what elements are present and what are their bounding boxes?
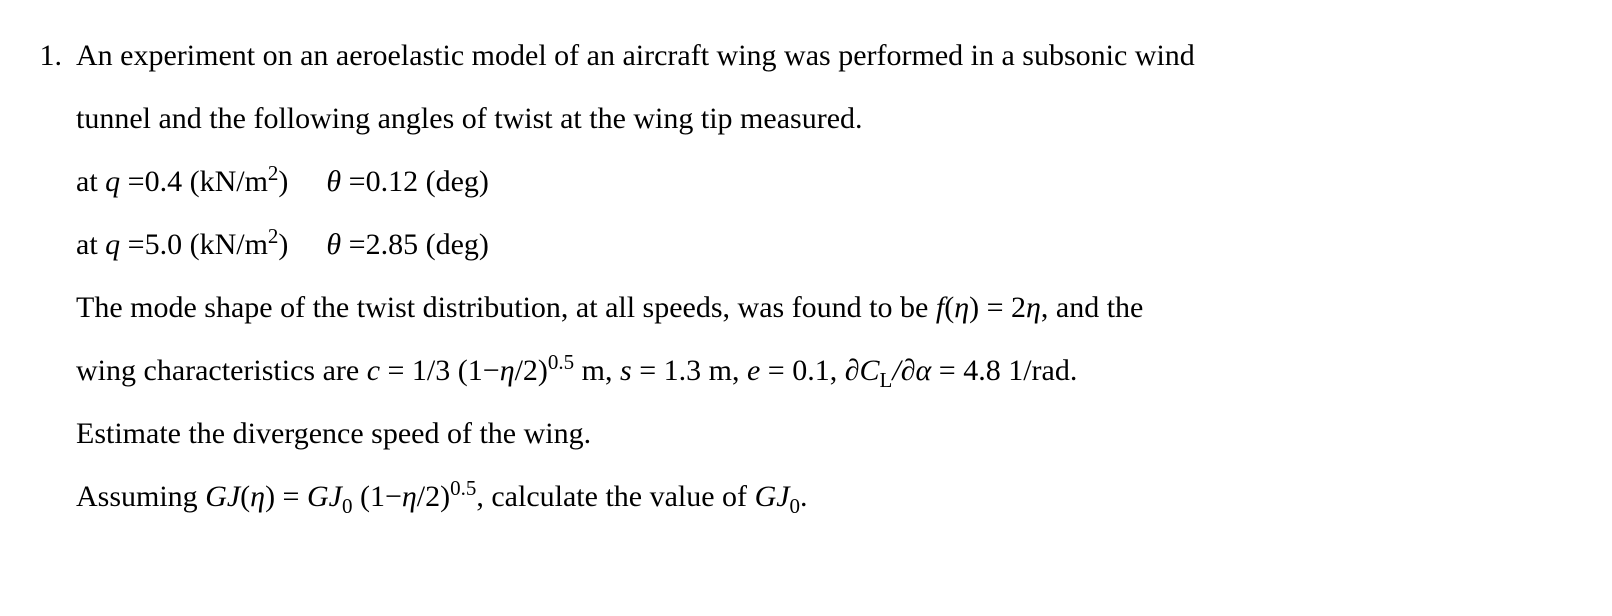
text: = 1.3 m, [632, 354, 747, 387]
text: . [800, 480, 808, 513]
measurement-2: at q =5.0 (kN/m2) θ =2.85 (deg) [76, 213, 1572, 276]
text: =2.85 (deg) [341, 228, 489, 261]
var-C: C [860, 354, 880, 387]
text: Estimate the divergence speed of the win… [76, 417, 591, 450]
var-eta: η [954, 291, 969, 324]
var-eta: η [1026, 291, 1041, 324]
text: wing characteristics are [76, 354, 367, 387]
mode-shape-line: The mode shape of the twist distribution… [76, 276, 1572, 339]
text: /∂ [892, 354, 915, 387]
var-e: e [747, 354, 760, 387]
text: Assuming [76, 480, 205, 513]
var-eta: η [250, 480, 265, 513]
text: An experiment on an aeroelastic model of… [76, 39, 1195, 72]
assuming-line: Assuming GJ(η) = GJ0 (1−η/2)0.5, calcula… [76, 465, 1572, 528]
text: ) [278, 228, 288, 261]
var-GJ: GJ [755, 480, 790, 513]
text: ) = 2 [969, 291, 1026, 324]
var-q: q [105, 165, 120, 198]
text: /2) [417, 480, 450, 513]
text: =5.0 (kN/m [120, 228, 268, 261]
exponent: 2 [268, 224, 279, 248]
subscript-0: 0 [790, 494, 801, 518]
wing-characteristics-line: wing characteristics are c = 1/3 (1−η/2)… [76, 339, 1572, 402]
var-GJ: GJ [205, 480, 240, 513]
exponent: 0.5 [450, 476, 476, 500]
text: =0.12 (deg) [341, 165, 489, 198]
exponent: 2 [268, 161, 279, 185]
exponent: 0.5 [548, 350, 574, 374]
var-f: f [936, 291, 944, 324]
text: = 1/3 (1− [380, 354, 500, 387]
text: = 0.1, [760, 354, 844, 387]
subscript-L: L [880, 368, 893, 392]
text: at [76, 228, 105, 261]
text: ( [944, 291, 954, 324]
var-eta: η [402, 480, 417, 513]
var-theta: θ [326, 165, 341, 198]
var-eta: η [500, 354, 515, 387]
problem-container: 1. An experiment on an aeroelastic model… [20, 24, 1572, 528]
var-GJ: GJ [307, 480, 342, 513]
measurement-1: at q =0.4 (kN/m2) θ =0.12 (deg) [76, 150, 1572, 213]
text: /2) [515, 354, 548, 387]
text: at [76, 165, 105, 198]
subscript-0: 0 [342, 494, 353, 518]
text: tunnel and the following angles of twist… [76, 102, 863, 135]
intro-line-1: An experiment on an aeroelastic model of… [76, 24, 1572, 87]
text: The mode shape of the twist distribution… [76, 291, 936, 324]
var-c: c [367, 354, 380, 387]
var-theta: θ [326, 228, 341, 261]
text: , calculate the value of [476, 480, 754, 513]
var-s: s [620, 354, 632, 387]
estimate-line: Estimate the divergence speed of the win… [76, 402, 1572, 465]
text: (1− [352, 480, 401, 513]
text: ( [240, 480, 250, 513]
text: =0.4 (kN/m [120, 165, 268, 198]
text: m, [574, 354, 620, 387]
text: ) = [265, 480, 307, 513]
intro-line-2: tunnel and the following angles of twist… [76, 87, 1572, 150]
var-alpha: α [916, 354, 932, 387]
var-q: q [105, 228, 120, 261]
problem-content: An experiment on an aeroelastic model of… [76, 24, 1572, 528]
partial-icon: ∂ [845, 354, 860, 387]
text: = 4.8 1/rad. [931, 354, 1077, 387]
problem-number: 1. [20, 24, 76, 87]
text: ) [278, 165, 288, 198]
text: , and the [1041, 291, 1143, 324]
